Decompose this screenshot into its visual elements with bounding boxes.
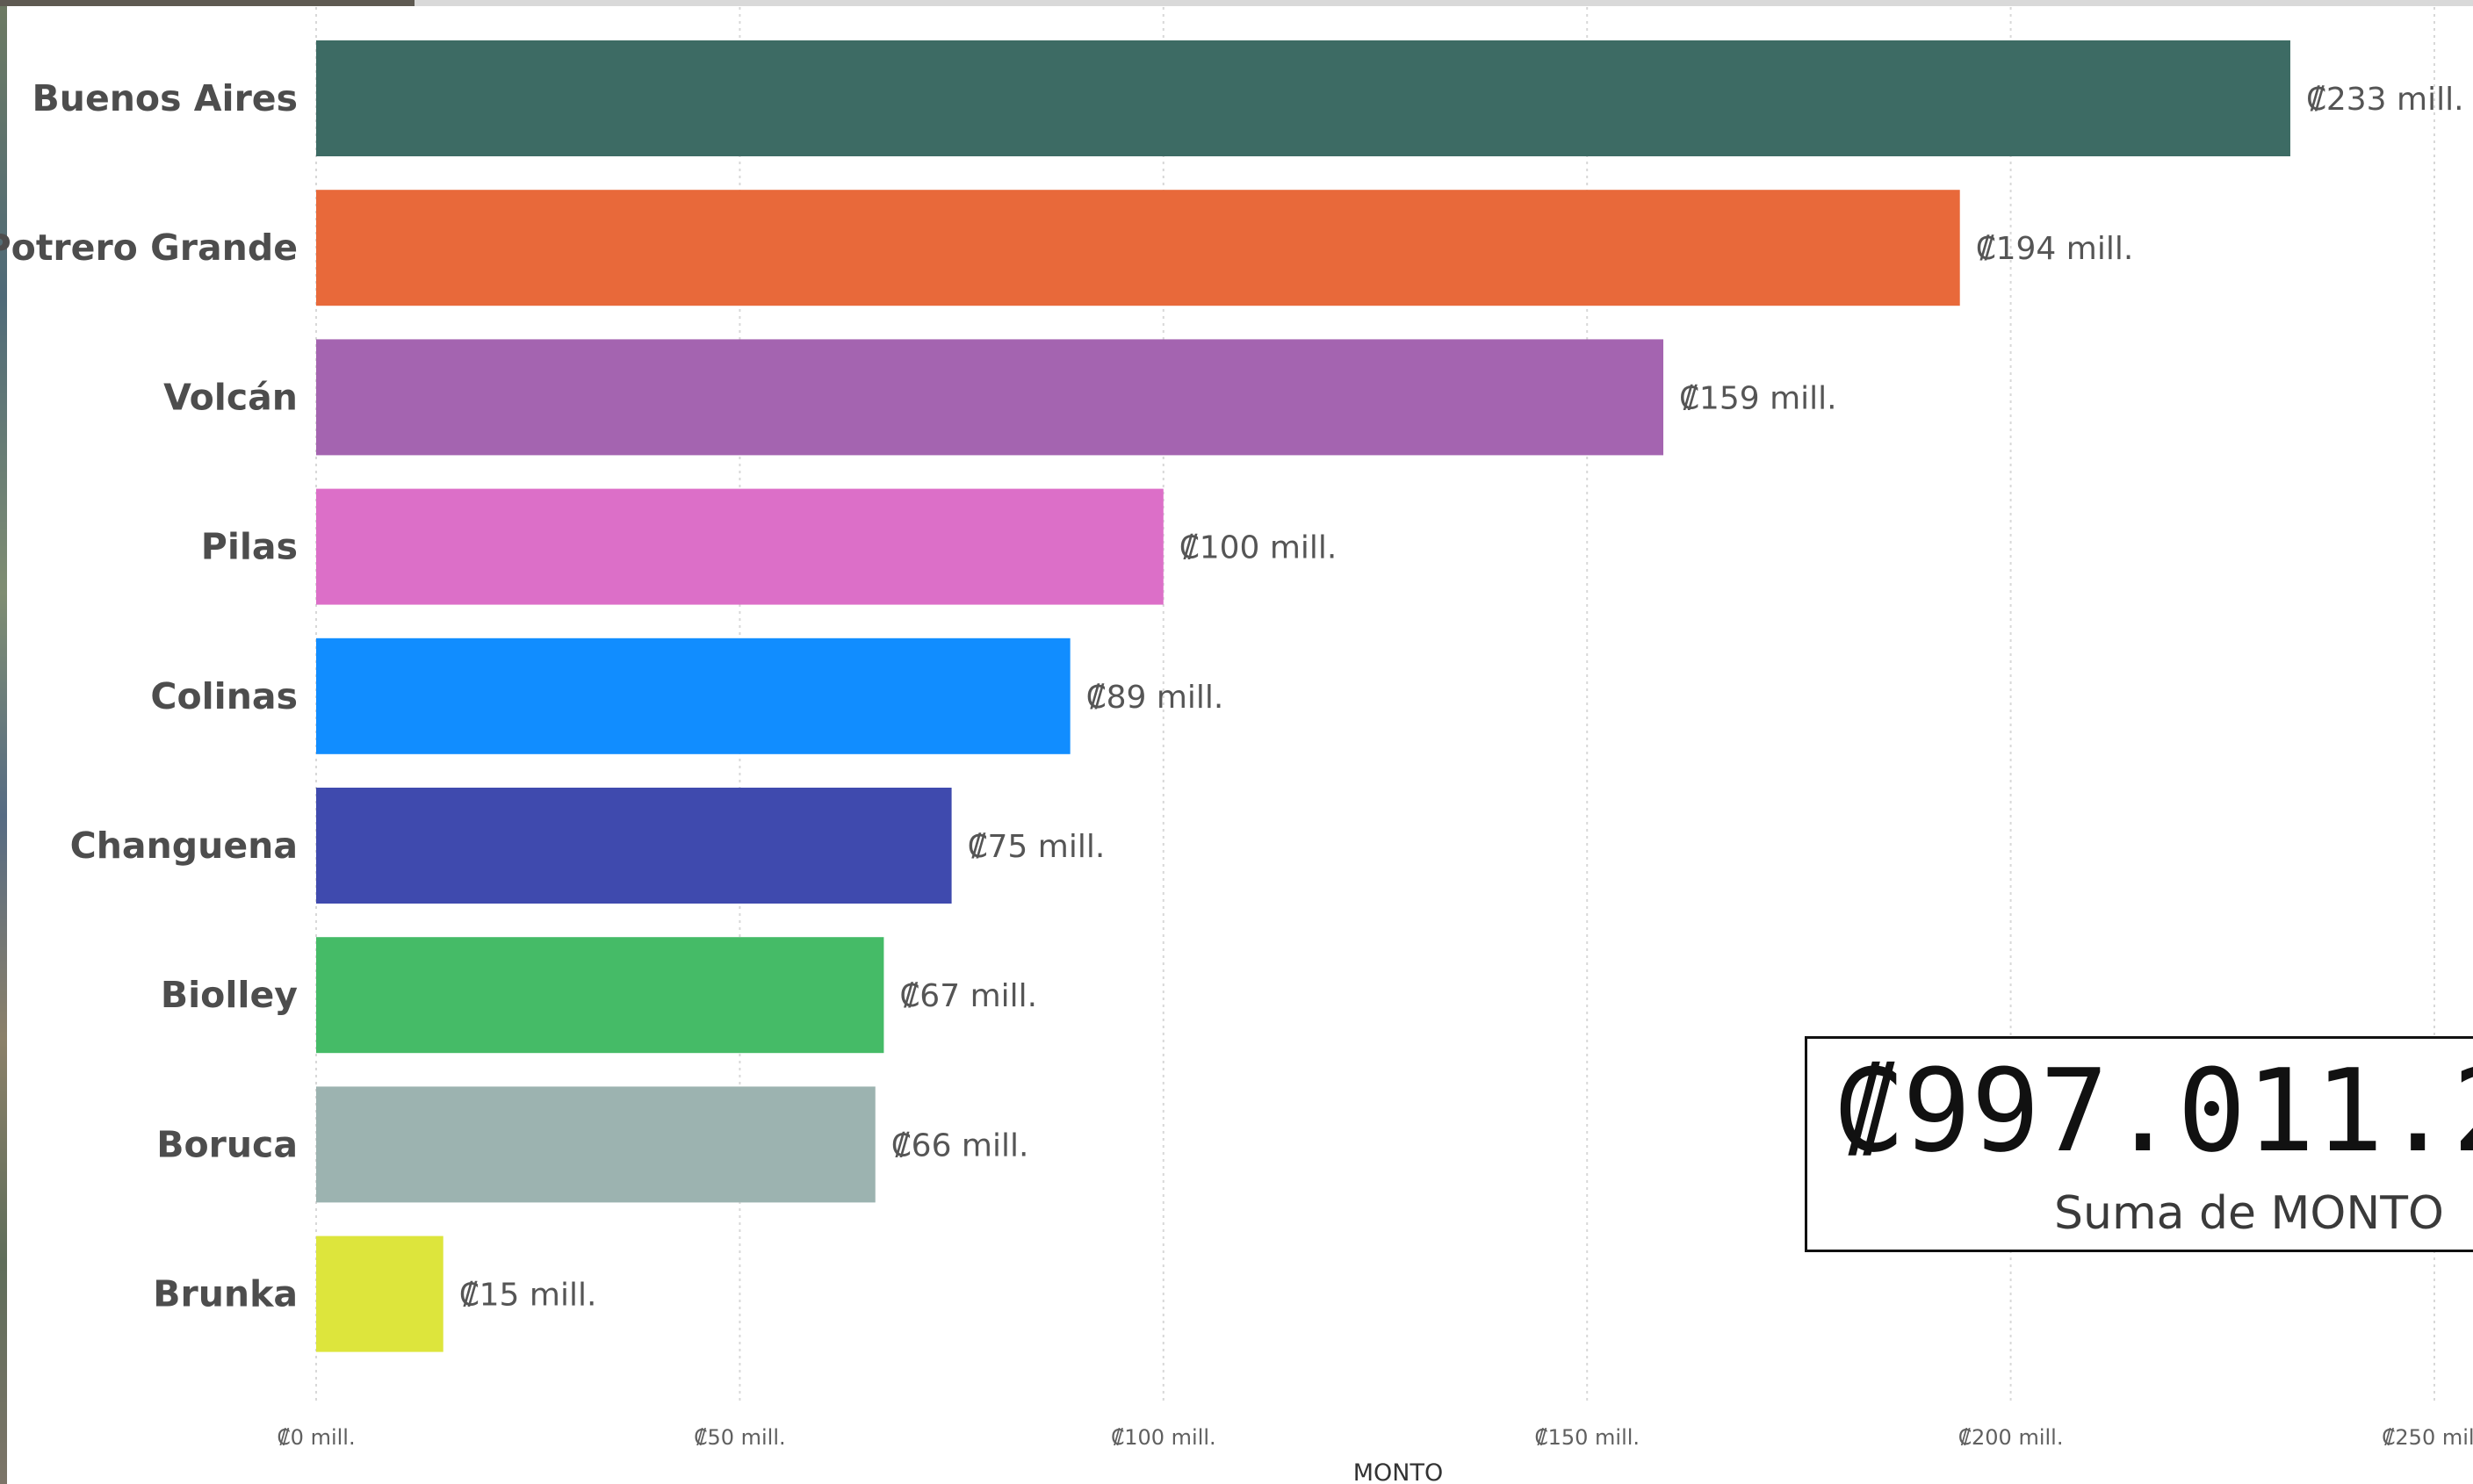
- data-labels: ₡233 mill. ₡194 mill. ₡159 mill. ₡100 mill.…: [459, 82, 2464, 1314]
- tick-label: ₡100 mill.: [1111, 1425, 1216, 1450]
- kpi-label: Suma de MONTO: [2054, 1187, 2444, 1240]
- x-axis-ticks: ₡0 mill. ₡50 mill. ₡100 mill. ₡150 mill. ₡20…: [277, 1425, 2473, 1450]
- bar[interactable]: [316, 937, 884, 1054]
- data-label: ₡75 mill.: [968, 829, 1106, 865]
- category-label: Changuena: [70, 825, 298, 867]
- bar[interactable]: [316, 339, 1664, 456]
- kpi-value: ₡997.011.214: [1834, 1044, 2473, 1178]
- category-label: Pilas: [201, 526, 298, 568]
- bar[interactable]: [316, 638, 1071, 754]
- background-strip-top-light: [415, 0, 2473, 6]
- bar[interactable]: [316, 40, 2290, 156]
- category-label: Brunka: [153, 1273, 298, 1315]
- category-label: Boruca: [156, 1123, 298, 1165]
- kpi-card[interactable]: ₡997.011.214 Suma de MONTO: [1805, 1036, 2473, 1252]
- tick-label: ₡50 mill.: [694, 1425, 785, 1450]
- x-axis-title: MONTO: [1353, 1459, 1444, 1484]
- data-label: ₡66 mill.: [891, 1127, 1029, 1163]
- category-labels: Buenos Aires Potrero Grande Volcán Pilas Col…: [0, 77, 298, 1315]
- data-label: ₡67 mill.: [899, 978, 1037, 1014]
- data-label: ₡89 mill.: [1086, 680, 1224, 716]
- category-label: Colinas: [150, 675, 298, 717]
- category-label: Potrero Grande: [0, 227, 298, 269]
- bar[interactable]: [316, 190, 1960, 306]
- data-label: ₡233 mill.: [2306, 82, 2464, 118]
- category-label: Volcán: [163, 376, 298, 418]
- background-strip-top-dark: [0, 0, 415, 6]
- data-label: ₡194 mill.: [1976, 231, 2134, 267]
- bars[interactable]: [316, 40, 2290, 1352]
- category-label: Buenos Aires: [32, 77, 299, 119]
- tick-label: ₡250 mill.: [2382, 1425, 2473, 1450]
- background-strip-left: [0, 0, 7, 1484]
- bar[interactable]: [316, 1235, 443, 1352]
- bar[interactable]: [316, 488, 1164, 605]
- tick-label: ₡0 mill.: [277, 1425, 355, 1450]
- tick-label: ₡150 mill.: [1534, 1425, 1640, 1450]
- tick-label: ₡200 mill.: [1958, 1425, 2064, 1450]
- bar[interactable]: [316, 1086, 876, 1203]
- data-label: ₡15 mill.: [459, 1278, 597, 1314]
- data-label: ₡100 mill.: [1179, 530, 1337, 566]
- category-label: Biolley: [161, 974, 298, 1016]
- bar[interactable]: [316, 788, 952, 904]
- data-label: ₡159 mill.: [1679, 380, 1837, 416]
